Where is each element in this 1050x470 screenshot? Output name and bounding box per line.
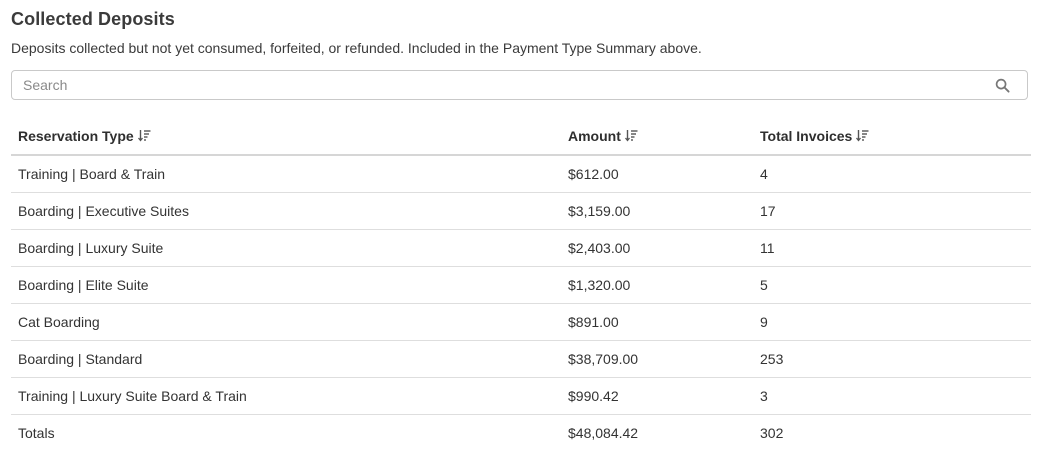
table-row: Boarding | Standard $38,709.00 253 [11, 340, 1031, 378]
cell-total-invoices: 11 [753, 229, 1031, 267]
cell-amount: $1,320.00 [561, 266, 753, 304]
table-header-row: Reservation Type Amount [11, 117, 1031, 156]
table-row: Training | Luxury Suite Board & Train $9… [11, 377, 1031, 415]
cell-total-invoices: 5 [753, 266, 1031, 304]
cell-amount: $2,403.00 [561, 229, 753, 267]
search-box [11, 70, 1028, 100]
table-row: Boarding | Executive Suites $3,159.00 17 [11, 192, 1031, 230]
cell-total-invoices: 9 [753, 303, 1031, 341]
cell-amount: $3,159.00 [561, 192, 753, 230]
cell-reservation-type: Training | Luxury Suite Board & Train [11, 377, 561, 415]
totals-label: Totals [18, 425, 55, 441]
search-icon[interactable] [995, 78, 1010, 93]
cell-amount: $990.42 [561, 377, 753, 415]
section-title: Collected Deposits [11, 9, 175, 29]
column-header-reservation-type[interactable]: Reservation Type [11, 117, 561, 156]
cell-total-invoices: 3 [753, 377, 1031, 415]
cell-total-invoices: 4 [753, 155, 1031, 193]
cell-total-invoices: 17 [753, 192, 1031, 230]
column-header-label: Amount [568, 127, 621, 144]
sort-descending-icon[interactable] [856, 129, 869, 142]
totals-invoices: 302 [760, 425, 784, 441]
cell-amount: $891.00 [561, 303, 753, 341]
cell-reservation-type: Boarding | Standard [11, 340, 561, 378]
totals-row: Totals $48,084.42 302 [11, 415, 1031, 452]
column-header-label: Reservation Type [18, 127, 134, 144]
deposits-table: Reservation Type Amount [11, 117, 1031, 451]
table-row: Boarding | Elite Suite $1,320.00 5 [11, 266, 1031, 304]
cell-total-invoices: 253 [753, 340, 1031, 378]
table-row: Training | Board & Train $612.00 4 [11, 155, 1031, 193]
cell-reservation-type: Cat Boarding [11, 303, 561, 341]
column-header-total-invoices[interactable]: Total Invoices [753, 117, 1031, 156]
column-header-label: Total Invoices [760, 127, 853, 144]
sort-descending-icon[interactable] [624, 129, 638, 142]
table-row: Boarding | Luxury Suite $2,403.00 11 [11, 229, 1031, 267]
cell-reservation-type: Boarding | Luxury Suite [11, 229, 561, 267]
cell-amount: $612.00 [561, 155, 753, 193]
cell-reservation-type: Training | Board & Train [11, 155, 561, 193]
section-description: Deposits collected but not yet consumed,… [11, 40, 702, 56]
search-input[interactable] [12, 71, 972, 99]
cell-amount: $38,709.00 [561, 340, 753, 378]
totals-amount: $48,084.42 [568, 425, 639, 441]
sort-descending-icon[interactable] [137, 129, 151, 142]
table-row: Cat Boarding $891.00 9 [11, 303, 1031, 341]
cell-reservation-type: Boarding | Executive Suites [11, 192, 561, 230]
cell-reservation-type: Boarding | Elite Suite [11, 266, 561, 304]
column-header-amount[interactable]: Amount [561, 117, 753, 156]
